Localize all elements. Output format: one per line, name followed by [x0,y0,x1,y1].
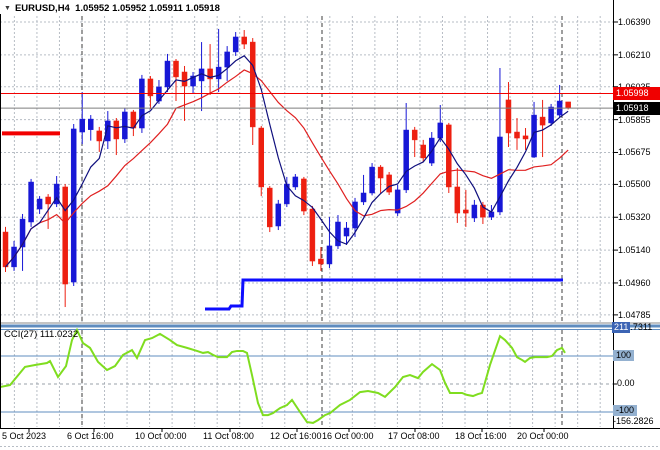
price-axis-label: 1.05320 [618,212,651,223]
price-axis-label: 1.06035 [618,82,651,92]
time-axis-label: 10 Oct 00:00 [135,431,187,441]
time-axis-label: 5 Oct 2023 [2,431,47,441]
price-axis-label: 1.04785 [618,309,651,320]
price-axis-label: 1.05675 [618,147,651,158]
price-axis-label: 1.06210 [618,49,651,60]
chart-title: ▼ EURUSD,H4 1.05952 1.05952 1.05911 1.059… [4,3,220,14]
time-axis-label: 11 Oct 08:00 [203,431,254,441]
cci-level-100-label: 100 [613,350,635,361]
cci-axis-max: 211.7311 [612,322,652,333]
price-axis-label: 1.05855 [618,114,651,125]
cci-level-0-label: 0.00 [617,378,635,388]
chart-title-symbol: EURUSD,H4 [14,3,70,14]
cci-max-badge: 211 [612,322,631,333]
price-axis-label: 1.04960 [618,277,651,288]
cci-level-m100-label: -100 [613,405,638,416]
bid-price-badge: 1.05918 [613,102,660,115]
time-axis-label: 17 Oct 08:00 [388,431,440,441]
price-axis-label: 1.06390 [618,17,651,27]
cci-axis-min: -156.2826 [613,416,654,426]
price-axis-label: 1.05140 [618,245,651,256]
time-axis-label: 20 Oct 00:00 [517,431,569,441]
time-axis-label: 18 Oct 16:00 [455,431,507,441]
time-axis-label: 6 Oct 16:00 [67,431,114,441]
triangle-down-icon[interactable]: ▼ [4,5,11,12]
cci-indicator-label: CCI(27) 111.0232 [4,329,79,340]
time-axis-label: 16 Oct 00:00 [322,431,374,441]
time-axis-label: 12 Oct 16:00 [270,431,322,441]
cci-max-rest: .7311 [630,322,653,332]
ask-price-badge: 1.05998 [613,87,660,100]
price-axis-label: 1.05500 [618,179,651,190]
chart-title-ohlc: 1.05952 1.05952 1.05911 1.05918 [75,3,220,14]
